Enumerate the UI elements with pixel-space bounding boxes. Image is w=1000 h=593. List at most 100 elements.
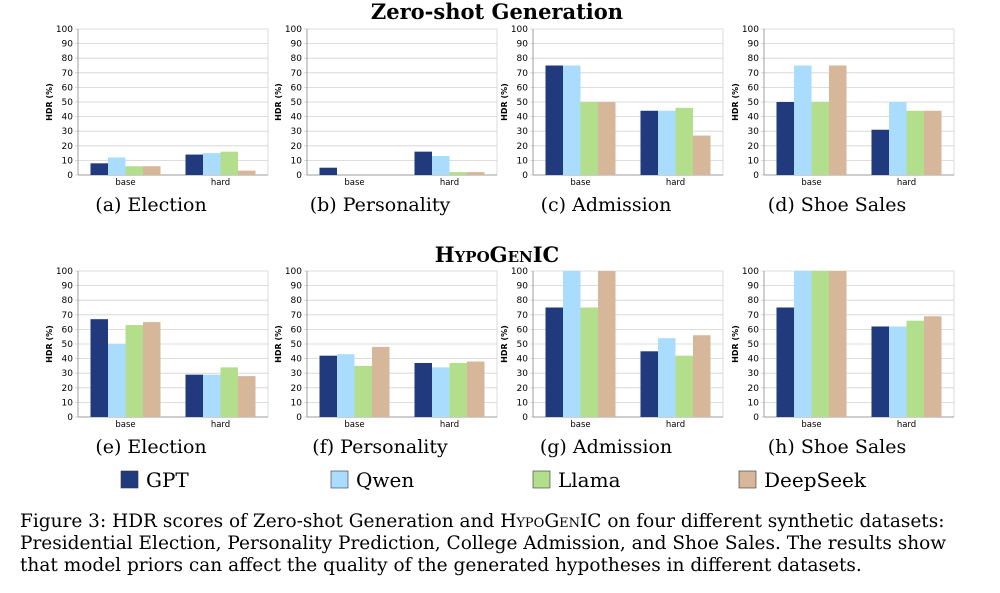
zero-shot-section-title: Zero-shot Generation <box>371 0 623 24</box>
y-tick-label: 40 <box>291 355 303 365</box>
y-tick-label: 10 <box>62 156 74 166</box>
y-tick-label: 70 <box>291 69 303 79</box>
panel-e-election: 0 10 20 30 40 50 60 70 80 90 100 HDR (%) base hard (e)… <box>45 267 269 458</box>
bar-gpt-hard <box>185 374 203 417</box>
bar-gpt-hard <box>871 129 889 175</box>
caption-hypogenic: HypoGenIC <box>500 511 602 532</box>
x-tick-label-hard: hard <box>440 178 459 188</box>
y-tick-label: 50 <box>748 98 760 108</box>
y-tick-label: 80 <box>62 54 74 64</box>
y-tick-label: 0 <box>753 171 759 181</box>
bar-llama-hard <box>906 320 924 417</box>
bar-deepseek-base <box>598 102 616 175</box>
figure-3: Zero-shot Generation HypoGenIC 0 10 20 30 40… <box>45 0 955 492</box>
bar-gpt-base <box>776 102 794 175</box>
bar-qwen-hard <box>432 367 450 417</box>
bar-deepseek-hard <box>693 335 711 417</box>
y-tick-label: 50 <box>748 340 760 350</box>
y-tick-label: 0 <box>296 171 302 181</box>
y-tick-label: 100 <box>742 267 759 277</box>
legend-label-gpt: GPT <box>146 468 189 492</box>
y-tick-label: 30 <box>291 127 303 137</box>
y-tick-label: 10 <box>748 398 760 408</box>
y-tick-label: 80 <box>517 296 529 306</box>
x-tick-label-hard: hard <box>440 420 459 430</box>
y-tick-label: 100 <box>56 25 73 35</box>
x-tick-label-base: base <box>115 420 135 430</box>
bar-deepseek-hard <box>238 170 256 175</box>
panel-f-personality: 0 10 20 30 40 50 60 70 80 90 100 HDR (%) base hard (f)… <box>274 267 498 458</box>
bar-llama-hard <box>220 367 238 417</box>
y-tick-label: 100 <box>742 25 759 35</box>
y-tick-label: 100 <box>285 25 302 35</box>
y-tick-label: 20 <box>748 384 760 394</box>
panel-subtitle: (g) Admission <box>540 436 672 458</box>
bar-gpt-base <box>90 319 108 417</box>
bar-qwen-hard <box>889 102 907 175</box>
y-axis-title: HDR (%) <box>731 83 740 121</box>
y-axis-title: HDR (%) <box>45 83 54 121</box>
y-tick-label: 60 <box>291 83 303 93</box>
bar-deepseek-hard <box>924 316 942 417</box>
bar-gpt-hard <box>871 326 889 417</box>
x-tick-label-base: base <box>570 420 590 430</box>
y-tick-label: 0 <box>67 413 73 423</box>
bar-qwen-base <box>794 271 812 417</box>
bar-deepseek-hard <box>238 376 256 417</box>
panel-b-personality: 0 10 20 30 40 50 60 70 80 90 100 HDR (%) base hard (b)… <box>274 25 498 216</box>
y-tick-label: 60 <box>748 83 760 93</box>
panel-subtitle: (c) Admission <box>541 194 672 216</box>
y-tick-label: 50 <box>291 98 303 108</box>
bar-qwen-base <box>794 65 812 175</box>
y-axis-title: HDR (%) <box>731 325 740 363</box>
bar-qwen-hard <box>889 326 907 417</box>
y-tick-label: 60 <box>517 325 529 335</box>
y-tick-label: 80 <box>748 54 760 64</box>
y-axis-title: HDR (%) <box>500 325 509 363</box>
legend-label-llama: Llama <box>558 468 621 492</box>
y-axis-title: HDR (%) <box>274 83 283 121</box>
bar-deepseek-base <box>829 271 847 417</box>
y-tick-label: 70 <box>748 311 760 321</box>
y-tick-label: 0 <box>67 171 73 181</box>
x-tick-label-base: base <box>570 178 590 188</box>
caption-text-1: HDR scores of Zero-shot Generation and <box>112 511 495 532</box>
bar-llama-base <box>125 325 143 417</box>
y-axis-title: HDR (%) <box>45 325 54 363</box>
y-tick-label: 80 <box>291 296 303 306</box>
y-tick-label: 20 <box>517 384 529 394</box>
y-tick-label: 20 <box>62 142 74 152</box>
y-tick-label: 10 <box>748 156 760 166</box>
y-tick-label: 80 <box>291 54 303 64</box>
legend-label-deepseek: DeepSeek <box>764 468 867 492</box>
bar-deepseek-hard <box>467 172 485 175</box>
bar-gpt-base <box>776 307 794 417</box>
x-tick-label-base: base <box>801 178 821 188</box>
y-tick-label: 50 <box>517 98 529 108</box>
y-tick-label: 40 <box>748 113 760 123</box>
panel-a-election: 0 10 20 30 40 50 60 70 80 90 100 HDR (%) base hard (a)… <box>45 25 269 216</box>
y-tick-label: 20 <box>748 142 760 152</box>
panel-subtitle: (h) Shoe Sales <box>768 436 907 458</box>
y-tick-label: 20 <box>291 384 303 394</box>
y-tick-label: 30 <box>748 369 760 379</box>
bar-llama-base <box>580 307 598 417</box>
caption-label: Figure 3: <box>20 511 107 532</box>
x-tick-label-base: base <box>115 178 135 188</box>
y-tick-label: 60 <box>517 83 529 93</box>
bar-qwen-hard <box>203 153 221 175</box>
bar-deepseek-base <box>372 346 390 417</box>
y-tick-label: 40 <box>748 355 760 365</box>
bar-qwen-hard <box>203 374 221 417</box>
bar-qwen-base <box>563 65 581 175</box>
caption-text-2: on four different synthetic datasets: Pr… <box>20 511 947 576</box>
y-tick-label: 20 <box>517 142 529 152</box>
y-tick-label: 70 <box>748 69 760 79</box>
y-tick-label: 50 <box>517 340 529 350</box>
y-tick-label: 20 <box>62 384 74 394</box>
bar-gpt-base <box>545 307 563 417</box>
panel-subtitle: (f) Personality <box>312 436 448 458</box>
x-tick-label-hard: hard <box>211 178 230 188</box>
bar-deepseek-base <box>143 166 161 175</box>
x-tick-label-hard: hard <box>897 420 916 430</box>
